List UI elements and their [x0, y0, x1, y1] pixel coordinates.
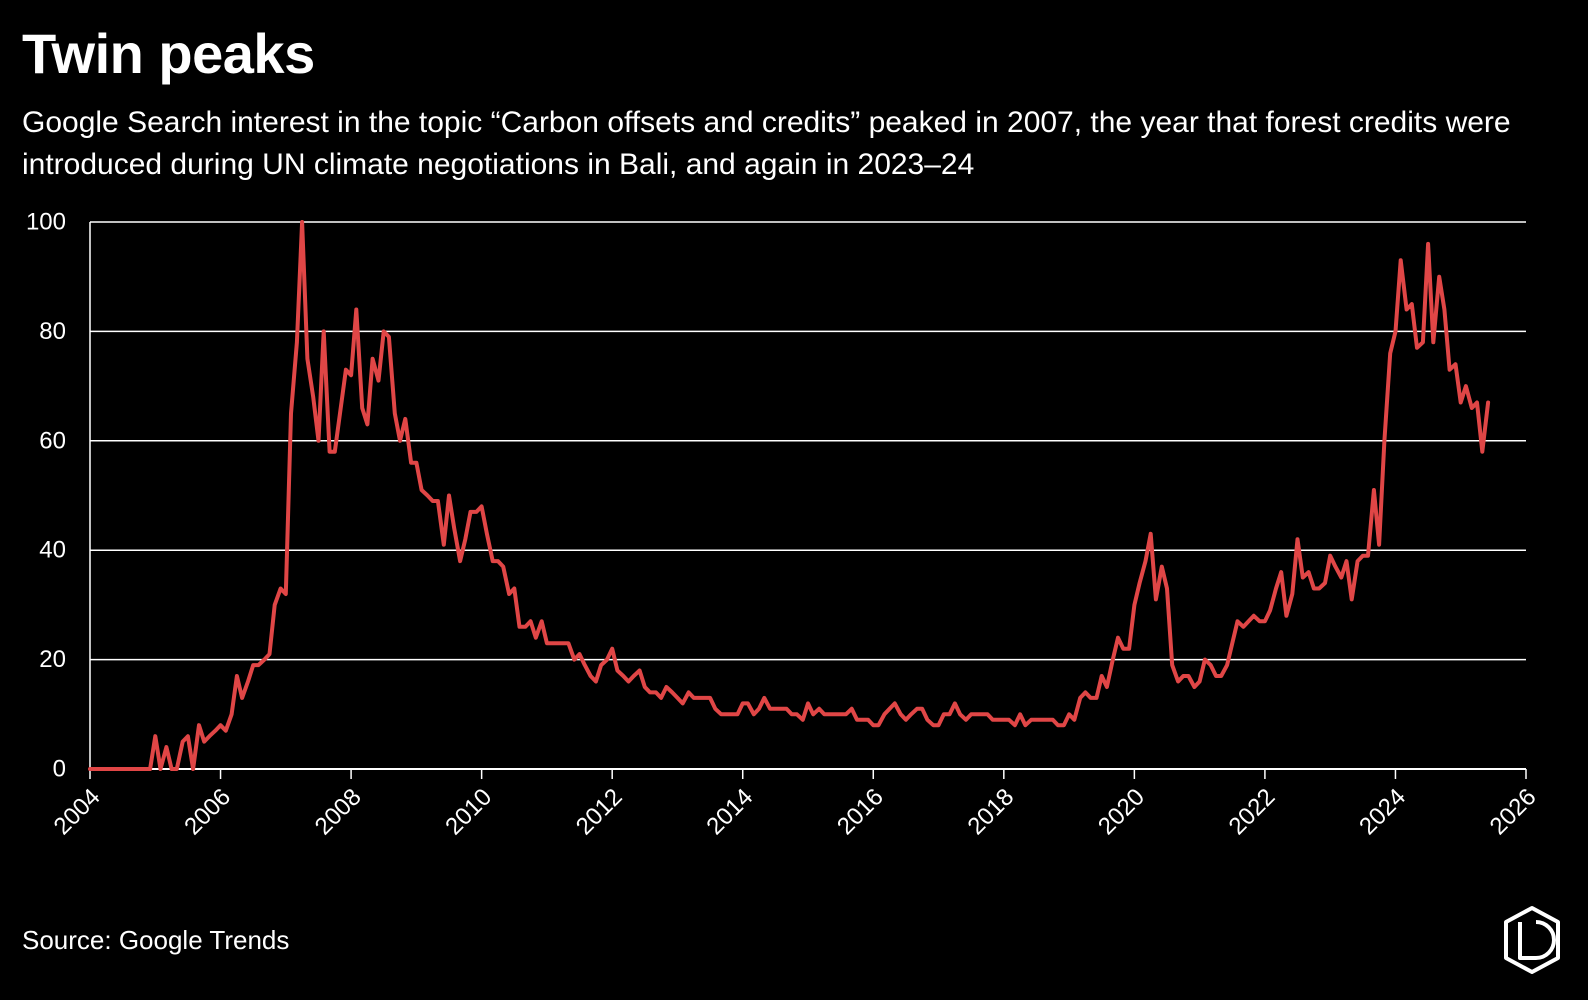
y-tick-label: 100 — [26, 209, 66, 236]
series-layer — [88, 220, 1491, 771]
y-tick-label: 80 — [39, 318, 66, 345]
x-tick-label: 2012 — [571, 783, 628, 840]
x-tick-label: 2008 — [310, 783, 367, 840]
x-tick-label: 2024 — [1354, 783, 1411, 840]
y-tick-label: 60 — [39, 427, 66, 454]
series-line — [88, 220, 1491, 771]
y-axis: 0 20 40 60 80 100 — [26, 209, 91, 783]
x-tick-label: 2014 — [701, 783, 758, 840]
grid-layer — [90, 221, 1526, 770]
x-tick-label: 2020 — [1093, 783, 1150, 840]
x-tick-label: 2018 — [963, 783, 1020, 840]
x-tick-label: 2006 — [179, 783, 236, 840]
x-tick-label: 2004 — [49, 783, 106, 840]
x-tick-label: 2010 — [440, 783, 497, 840]
y-tick-label: 40 — [39, 537, 66, 564]
x-tick-label: 2022 — [1224, 783, 1281, 840]
x-axis: 2004 2006 2008 2010 2012 2014 2016 2018 2020 2022… — [49, 769, 1542, 840]
chart-subtitle: Google Search interest in the topic “Car… — [22, 106, 1511, 181]
source-note: Source: Google Trends — [22, 925, 290, 955]
y-tick-label: 20 — [39, 646, 66, 673]
line-chart: 0 20 40 60 80 100 2004 2006 2008 2010 2012 2014 201… — [26, 209, 1542, 841]
y-tick-label: 0 — [53, 756, 66, 783]
page-title: Twin peaks — [22, 22, 315, 85]
publisher-logo-icon — [1504, 906, 1560, 974]
x-tick-label: 2016 — [832, 783, 889, 840]
x-tick-label: 2026 — [1485, 783, 1542, 840]
